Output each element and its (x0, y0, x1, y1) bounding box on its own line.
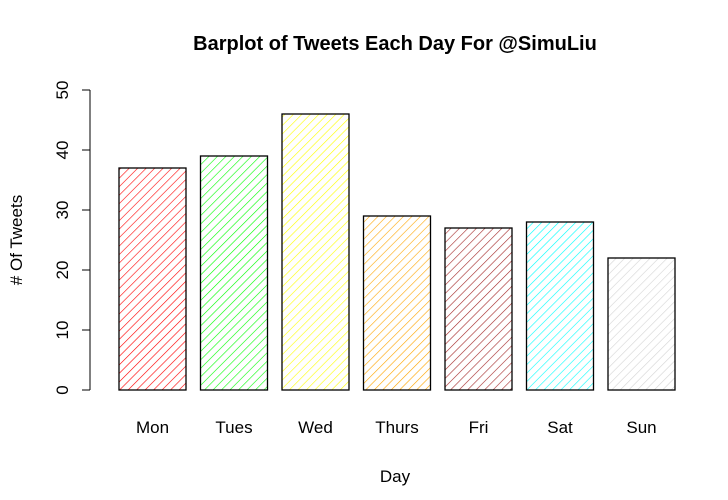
bar-thurs (362, 215, 432, 391)
x-tick-label-sat: Sat (547, 418, 573, 437)
bar-sat (525, 221, 595, 391)
y-tick-label: 50 (53, 81, 72, 100)
y-tick-label: 20 (53, 261, 72, 280)
chart-title: Barplot of Tweets Each Day For @SimuLiu (193, 33, 597, 55)
x-tick-labels: Mon Tues Wed Thurs Fri Sat Sun (136, 418, 657, 437)
bar-sun (607, 257, 676, 391)
y-tick-label: 30 (53, 201, 72, 220)
bars-group (118, 113, 676, 391)
x-tick-label-wed: Wed (298, 418, 333, 437)
x-tick-label-fri: Fri (469, 418, 489, 437)
x-tick-label-thurs: Thurs (375, 418, 418, 437)
y-tick-label: 0 (53, 385, 72, 394)
y-axis: 0 10 20 30 40 50 (53, 81, 91, 395)
y-tick-label: 40 (53, 141, 72, 160)
bar-fri (444, 227, 513, 391)
y-tick-label: 10 (53, 321, 72, 340)
y-axis-label: # Of Tweets (7, 195, 26, 285)
x-axis-label: Day (380, 467, 411, 486)
x-tick-label-sun: Sun (626, 418, 656, 437)
bar-mon (118, 167, 187, 391)
x-tick-label-tues: Tues (215, 418, 252, 437)
bar-tues (199, 155, 269, 391)
x-tick-label-mon: Mon (136, 418, 169, 437)
bar-wed (281, 113, 350, 391)
